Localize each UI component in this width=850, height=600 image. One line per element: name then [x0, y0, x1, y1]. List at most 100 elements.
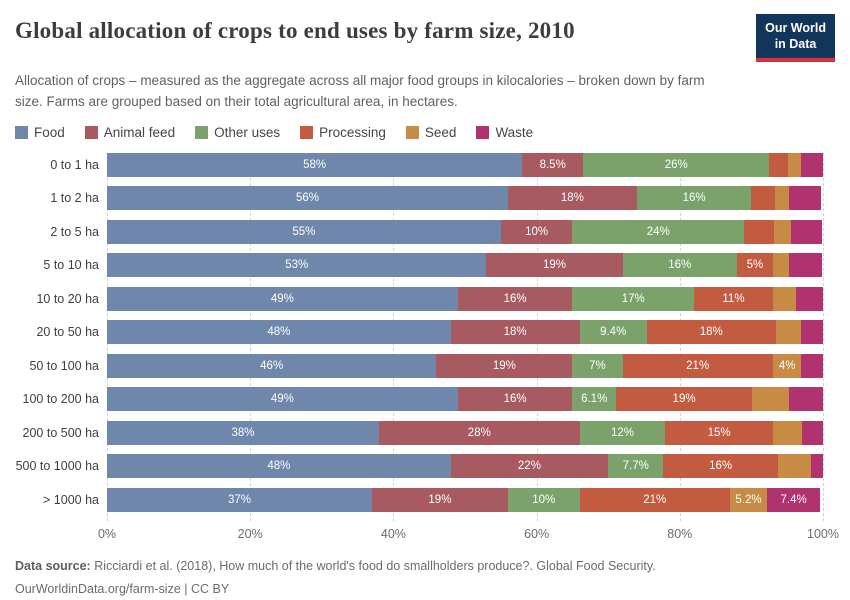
x-axis: 0% 20% 40% 60% 80% 100% — [98, 521, 839, 543]
legend-item-food[interactable]: Food — [15, 125, 65, 140]
attribution-line: OurWorldinData.org/farm-size | CC BY — [15, 582, 230, 597]
segment-waste[interactable] — [790, 219, 823, 244]
segment-waste[interactable] — [789, 186, 821, 211]
segment-seed[interactable]: 4% — [772, 353, 802, 378]
segment-seed[interactable] — [752, 387, 790, 412]
legend-item-processing[interactable]: Processing — [300, 125, 386, 140]
owid-logo[interactable]: Our World in Data — [756, 14, 835, 63]
segment-value-label: 58% — [303, 158, 327, 171]
segment-animal-feed[interactable]: 18% — [507, 186, 637, 211]
segment-processing[interactable]: 18% — [646, 320, 776, 345]
gridline-100% — [823, 152, 824, 522]
legend-item-other-uses[interactable]: Other uses — [195, 125, 280, 140]
segment-seed[interactable] — [772, 253, 790, 278]
segment-animal-feed[interactable]: 22% — [450, 454, 609, 479]
segment-processing[interactable]: 21% — [579, 487, 730, 512]
segment-food[interactable]: 58% — [107, 152, 523, 177]
segment-value-label: 18% — [503, 326, 527, 339]
segment-processing[interactable]: 21% — [622, 353, 773, 378]
segment-waste[interactable] — [802, 420, 823, 445]
segment-other-uses[interactable]: 12% — [579, 420, 666, 445]
segment-animal-feed[interactable]: 28% — [379, 420, 580, 445]
legend-label: Food — [34, 124, 65, 140]
segment-waste[interactable] — [801, 353, 823, 378]
segment-other-uses[interactable]: 17% — [572, 286, 695, 311]
segment-processing[interactable] — [769, 152, 788, 177]
segment-value-label: 19% — [428, 493, 452, 506]
chart-row-0-to-1-ha: 0 to 1 ha 58% 8.5% 26% — [15, 152, 835, 177]
bar-10-to-20-ha: 49% 16% 17% 11% — [107, 286, 823, 311]
segment-seed[interactable] — [774, 219, 791, 244]
segment-value-label: 21% — [686, 359, 710, 372]
segment-animal-feed[interactable]: 19% — [486, 253, 623, 278]
segment-food[interactable]: 37% — [107, 487, 372, 512]
segment-processing[interactable]: 15% — [665, 420, 773, 445]
segment-seed[interactable]: 5.2% — [729, 487, 768, 512]
segment-food[interactable]: 48% — [107, 454, 451, 479]
segment-other-uses[interactable]: 10% — [507, 487, 580, 512]
segment-other-uses[interactable]: 26% — [583, 152, 770, 177]
segment-value-label: 7.4% — [780, 493, 807, 506]
segment-waste[interactable] — [800, 320, 823, 345]
segment-food[interactable]: 55% — [107, 219, 501, 244]
row-label: > 1000 ha — [43, 492, 99, 507]
segment-other-uses[interactable]: 6.1% — [572, 387, 617, 412]
segment-seed[interactable] — [775, 186, 790, 211]
segment-seed[interactable] — [772, 286, 796, 311]
legend-item-waste[interactable]: Waste — [476, 125, 533, 140]
segment-waste[interactable] — [800, 152, 823, 177]
segment-seed[interactable] — [777, 454, 811, 479]
segment-processing[interactable] — [751, 186, 775, 211]
segment-other-uses[interactable]: 9.4% — [579, 320, 647, 345]
segment-waste[interactable] — [789, 253, 823, 278]
segment-seed[interactable] — [787, 152, 801, 177]
bar-1000-ha: 37% 19% 10% 21% 5.2% 7.4% — [107, 487, 823, 512]
segment-food[interactable]: 49% — [107, 286, 458, 311]
segment-waste[interactable] — [795, 286, 823, 311]
segment-value-label: 6.1% — [581, 393, 608, 406]
segment-waste[interactable]: 7.4% — [767, 487, 821, 512]
segment-waste[interactable] — [810, 454, 823, 479]
segment-processing[interactable]: 5% — [737, 253, 773, 278]
segment-animal-feed[interactable]: 19% — [436, 353, 573, 378]
segment-processing[interactable]: 19% — [616, 387, 753, 412]
segment-food[interactable]: 49% — [107, 387, 458, 412]
segment-processing[interactable] — [744, 219, 775, 244]
footer: Data source: Ricciardi et al. (2018), Ho… — [15, 555, 835, 600]
legend-swatch-other-uses — [195, 125, 209, 139]
owid-logo-line2: in Data — [774, 36, 817, 51]
segment-value-label: 48% — [267, 326, 291, 339]
segment-animal-feed[interactable]: 16% — [457, 387, 573, 412]
legend-item-animal-feed[interactable]: Animal feed — [84, 125, 175, 140]
chart-row-200-to-500-ha: 200 to 500 ha 38% 28% 12% 15% — [15, 420, 835, 445]
segment-value-label: 21% — [643, 493, 667, 506]
segment-other-uses[interactable]: 24% — [572, 219, 745, 244]
legend-swatch-animal-feed — [84, 125, 98, 139]
segment-other-uses[interactable]: 7% — [572, 353, 623, 378]
segment-waste[interactable] — [789, 387, 823, 412]
legend-swatch-food — [15, 125, 28, 139]
segment-other-uses[interactable]: 7.7% — [608, 454, 664, 479]
legend-item-seed[interactable]: Seed — [405, 125, 456, 140]
segment-seed[interactable] — [775, 320, 801, 345]
segment-animal-feed[interactable]: 18% — [450, 320, 580, 345]
segment-food[interactable]: 48% — [107, 320, 451, 345]
segment-animal-feed[interactable]: 8.5% — [522, 152, 584, 177]
segment-animal-feed[interactable]: 19% — [371, 487, 508, 512]
segment-food[interactable]: 56% — [107, 186, 508, 211]
segment-processing[interactable]: 16% — [663, 454, 778, 479]
segment-food[interactable]: 46% — [107, 353, 437, 378]
segment-animal-feed[interactable]: 10% — [500, 219, 573, 244]
segment-other-uses[interactable]: 16% — [622, 253, 738, 278]
row-label: 20 to 50 ha — [36, 325, 99, 340]
x-tick-80%: 80% — [667, 527, 693, 542]
segment-value-label: 49% — [270, 292, 294, 305]
segment-food[interactable]: 38% — [107, 420, 380, 445]
segment-processing[interactable]: 11% — [694, 286, 773, 311]
segment-food[interactable]: 53% — [107, 253, 487, 278]
segment-other-uses[interactable]: 16% — [636, 186, 752, 211]
bar-0-to-1-ha: 58% 8.5% 26% — [107, 152, 823, 177]
bar-5-to-10-ha: 53% 19% 16% 5% — [107, 253, 823, 278]
segment-animal-feed[interactable]: 16% — [457, 286, 573, 311]
segment-seed[interactable] — [772, 420, 803, 445]
